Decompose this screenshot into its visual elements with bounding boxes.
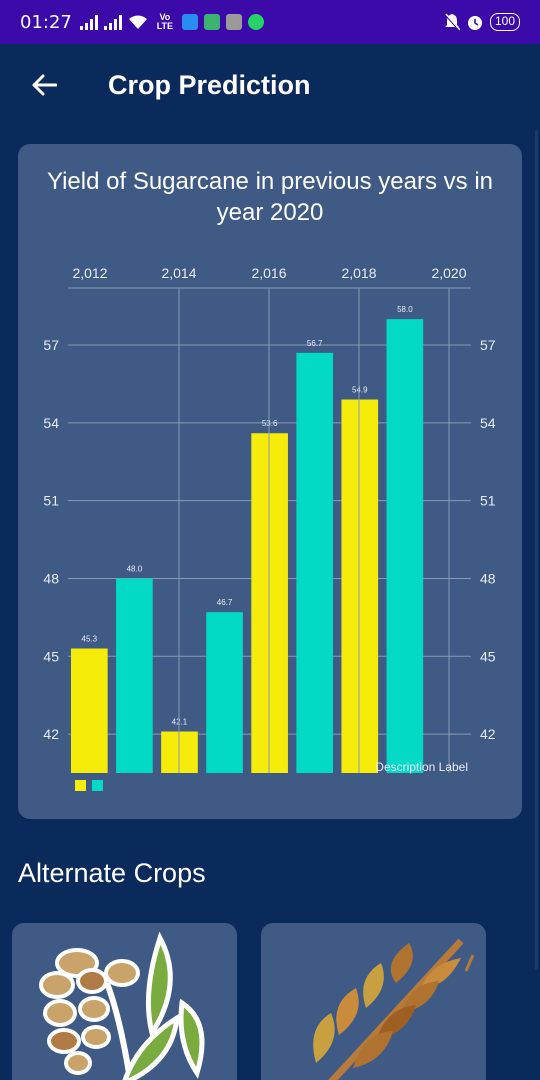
data-label: 53.6 <box>262 419 278 428</box>
crop-card[interactable] <box>261 923 486 1080</box>
back-button[interactable] <box>22 63 66 107</box>
y-tick-label: 48 <box>43 570 59 586</box>
signal-icon <box>79 14 98 30</box>
bar-chart: 42 42 45 45 48 48 51 51 54 54 57 57 45.3 48.0 42.1 46.7… <box>43 265 496 791</box>
signal-icon-2 <box>103 14 122 30</box>
wifi-icon <box>128 15 147 29</box>
x-tick-label: 2,020 <box>431 265 466 281</box>
data-label: 56.7 <box>307 339 323 348</box>
y-tick-label: 51 <box>480 493 496 509</box>
chart-bar <box>71 648 108 773</box>
page-title: Crop Prediction <box>108 69 311 100</box>
x-tick-label: 2,014 <box>161 265 196 281</box>
chart-bar <box>341 399 379 773</box>
app-bar: Crop Prediction <box>0 44 540 126</box>
battery-indicator: 100 <box>489 13 520 31</box>
chart-bar <box>386 319 424 773</box>
x-tick-label: 2,018 <box>341 265 376 281</box>
volte-icon: Vo LTE <box>156 12 174 31</box>
data-label: 54.9 <box>352 386 368 395</box>
arrow-left-icon <box>32 74 57 96</box>
crop-card[interactable] <box>12 923 237 1080</box>
x-tick-label: 2,012 <box>72 265 107 281</box>
status-icons: Vo LTE <box>79 12 264 31</box>
wheat-sprout-icon <box>39 931 205 1080</box>
chart-card: Yield of Sugarcane in previous years vs … <box>18 144 522 819</box>
legend-swatch <box>92 780 103 791</box>
app-notification-icon <box>181 14 198 30</box>
y-tick-label: 57 <box>43 337 59 353</box>
chart-title: Yield of Sugarcane in previous years vs … <box>46 168 493 226</box>
data-label: 46.7 <box>217 598 233 607</box>
whatsapp-icon <box>247 14 264 30</box>
chart-bar <box>116 578 153 773</box>
y-tick-label: 51 <box>43 493 59 509</box>
legend-swatch <box>75 780 86 791</box>
data-label: 58.0 <box>397 305 413 314</box>
y-tick-label: 48 <box>480 570 496 586</box>
y-tick-label: 45 <box>43 648 59 664</box>
alarm-icon <box>467 16 482 30</box>
status-bar: 01:27 Vo LTE 100 <box>0 0 540 44</box>
app-notification-icon-2 <box>203 14 220 30</box>
data-label: 42.1 <box>172 718 188 727</box>
wheat-ear-icon <box>313 938 475 1080</box>
app-notification-icon-3 <box>225 14 242 30</box>
data-label: 45.3 <box>82 635 98 644</box>
mute-icon <box>444 13 460 31</box>
chart-bar <box>206 612 243 773</box>
x-tick-label: 2,016 <box>251 265 286 281</box>
y-tick-label: 42 <box>480 726 496 742</box>
y-tick-label: 54 <box>43 415 59 431</box>
y-tick-label: 57 <box>480 337 496 353</box>
scrollbar[interactable] <box>535 130 538 970</box>
chart-bar <box>296 352 334 773</box>
description-label: Description Label <box>375 760 468 774</box>
data-label: 48.0 <box>127 564 143 573</box>
y-tick-label: 54 <box>480 415 496 431</box>
chart-bar <box>251 433 288 773</box>
status-right: 100 <box>444 13 520 31</box>
status-time: 01:27 <box>20 11 72 33</box>
y-tick-label: 45 <box>480 648 496 664</box>
y-tick-label: 42 <box>43 726 59 742</box>
alternate-crops-title: Alternate Crops <box>18 858 206 888</box>
